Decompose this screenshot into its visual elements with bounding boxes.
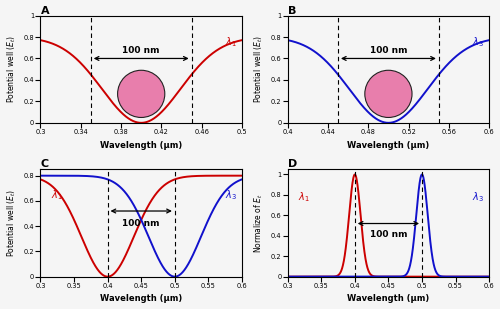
X-axis label: Wavelength (μm): Wavelength (μm) [348,294,430,303]
X-axis label: Wavelength (μm): Wavelength (μm) [100,141,182,150]
X-axis label: Wavelength (μm): Wavelength (μm) [348,141,430,150]
Text: 100 nm: 100 nm [370,230,407,239]
Text: D: D [288,159,297,169]
Ellipse shape [365,70,412,117]
Text: 100 nm: 100 nm [122,218,160,228]
Text: $\lambda_1$: $\lambda_1$ [50,188,62,202]
X-axis label: Wavelength (μm): Wavelength (μm) [100,294,182,303]
Text: $\lambda_1$: $\lambda_1$ [225,36,237,49]
Text: B: B [288,6,296,15]
Text: 100 nm: 100 nm [122,46,160,55]
Ellipse shape [118,70,165,117]
Text: C: C [40,159,48,169]
Y-axis label: Potential well ($E_t$): Potential well ($E_t$) [253,35,266,103]
Text: $\lambda_3$: $\lambda_3$ [472,36,484,49]
Text: $\lambda_3$: $\lambda_3$ [472,190,484,204]
Text: $\lambda_3$: $\lambda_3$ [225,188,237,202]
Text: $\lambda_1$: $\lambda_1$ [298,190,310,204]
Y-axis label: Potential well ($E_t$): Potential well ($E_t$) [6,189,18,257]
Y-axis label: Potential well ($E_t$): Potential well ($E_t$) [6,35,18,103]
Y-axis label: Normalize of $E_t$: Normalize of $E_t$ [253,193,266,253]
Text: 100 nm: 100 nm [370,46,407,55]
Text: A: A [40,6,49,15]
